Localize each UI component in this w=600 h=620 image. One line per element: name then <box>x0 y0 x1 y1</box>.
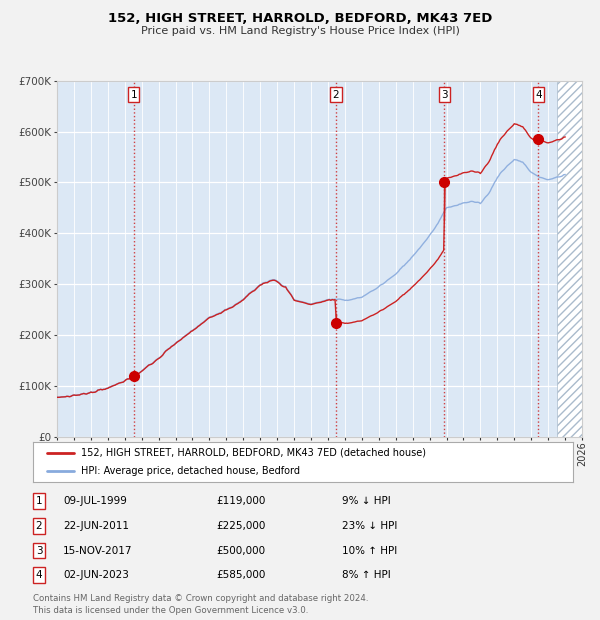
Text: 22-JUN-2011: 22-JUN-2011 <box>63 521 129 531</box>
Text: 23% ↓ HPI: 23% ↓ HPI <box>342 521 397 531</box>
Text: 9% ↓ HPI: 9% ↓ HPI <box>342 496 391 506</box>
Text: 09-JUL-1999: 09-JUL-1999 <box>63 496 127 506</box>
Bar <box>557 81 582 437</box>
Text: 3: 3 <box>35 546 43 556</box>
Text: 10% ↑ HPI: 10% ↑ HPI <box>342 546 397 556</box>
Text: 152, HIGH STREET, HARROLD, BEDFORD, MK43 7ED (detached house): 152, HIGH STREET, HARROLD, BEDFORD, MK43… <box>80 448 425 458</box>
Text: 1: 1 <box>35 496 43 506</box>
Text: 4: 4 <box>535 89 542 100</box>
Text: £119,000: £119,000 <box>216 496 265 506</box>
Text: Contains HM Land Registry data © Crown copyright and database right 2024.
This d: Contains HM Land Registry data © Crown c… <box>33 594 368 615</box>
Text: £500,000: £500,000 <box>216 546 265 556</box>
Text: 3: 3 <box>441 89 448 100</box>
Text: Price paid vs. HM Land Registry's House Price Index (HPI): Price paid vs. HM Land Registry's House … <box>140 26 460 36</box>
Text: 152, HIGH STREET, HARROLD, BEDFORD, MK43 7ED: 152, HIGH STREET, HARROLD, BEDFORD, MK43… <box>108 12 492 25</box>
Text: 2: 2 <box>35 521 43 531</box>
Text: 1: 1 <box>130 89 137 100</box>
Text: £225,000: £225,000 <box>216 521 265 531</box>
Text: 02-JUN-2023: 02-JUN-2023 <box>63 570 129 580</box>
Text: 15-NOV-2017: 15-NOV-2017 <box>63 546 133 556</box>
Text: 8% ↑ HPI: 8% ↑ HPI <box>342 570 391 580</box>
Bar <box>557 81 582 437</box>
Text: £585,000: £585,000 <box>216 570 265 580</box>
Text: HPI: Average price, detached house, Bedford: HPI: Average price, detached house, Bedf… <box>80 466 299 477</box>
Text: 4: 4 <box>35 570 43 580</box>
Text: 2: 2 <box>332 89 339 100</box>
